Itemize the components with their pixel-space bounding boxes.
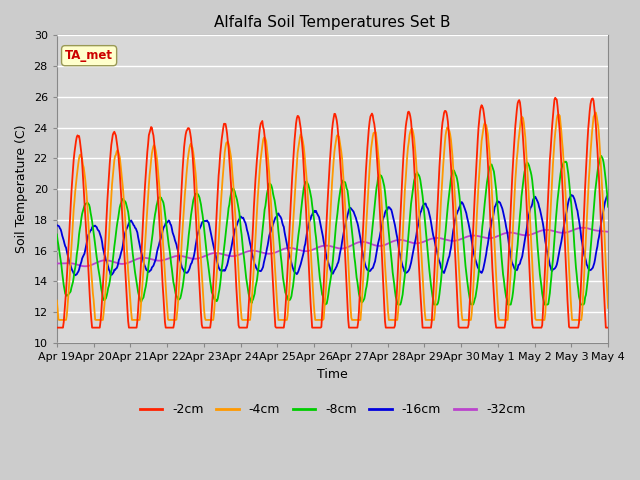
Text: TA_met: TA_met: [65, 49, 113, 62]
Y-axis label: Soil Temperature (C): Soil Temperature (C): [15, 125, 28, 253]
X-axis label: Time: Time: [317, 368, 348, 381]
Title: Alfalfa Soil Temperatures Set B: Alfalfa Soil Temperatures Set B: [214, 15, 451, 30]
Legend: -2cm, -4cm, -8cm, -16cm, -32cm: -2cm, -4cm, -8cm, -16cm, -32cm: [134, 398, 531, 421]
